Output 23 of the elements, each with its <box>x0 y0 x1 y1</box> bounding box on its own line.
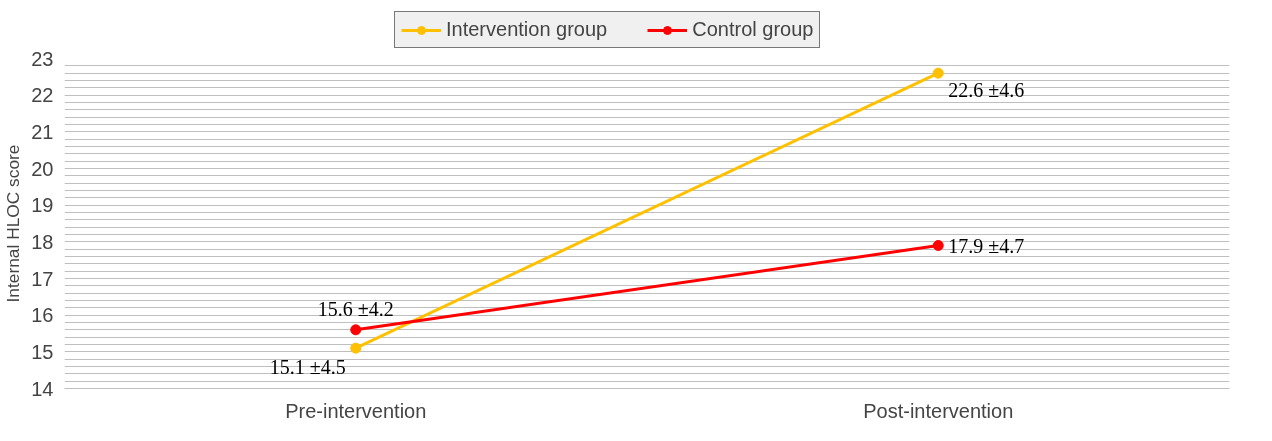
point <box>932 240 944 251</box>
data-label: 15.1 ±4.5 <box>269 356 346 379</box>
point <box>932 67 944 79</box>
y-tick-label: 14 <box>31 377 54 400</box>
data-label: 17.9 ±4.7 <box>948 234 1025 257</box>
y-tick-label: 16 <box>31 304 54 327</box>
data-label: 15.6 ±4.2 <box>317 297 394 320</box>
data-label: 22.6 ±4.6 <box>948 79 1025 102</box>
point <box>350 324 362 336</box>
y-tick-label: 19 <box>31 194 54 217</box>
y-tick-label: 18 <box>31 230 54 253</box>
y-tick-label: 22 <box>31 84 54 107</box>
y-tick-label: 20 <box>31 157 54 180</box>
x-tick-label: Post-intervention <box>863 399 1014 422</box>
legend-label: Control group <box>692 18 814 41</box>
point <box>350 342 362 354</box>
y-tick-label: 17 <box>31 267 54 290</box>
legend-label: Intervention group <box>446 18 608 41</box>
y-tick-label: 23 <box>31 47 54 70</box>
x-tick-label: Pre-intervention <box>285 399 427 422</box>
y-axis-title: Internal HLOC score <box>3 144 24 303</box>
y-tick-label: 21 <box>31 120 54 143</box>
y-tick-label: 15 <box>31 340 54 363</box>
